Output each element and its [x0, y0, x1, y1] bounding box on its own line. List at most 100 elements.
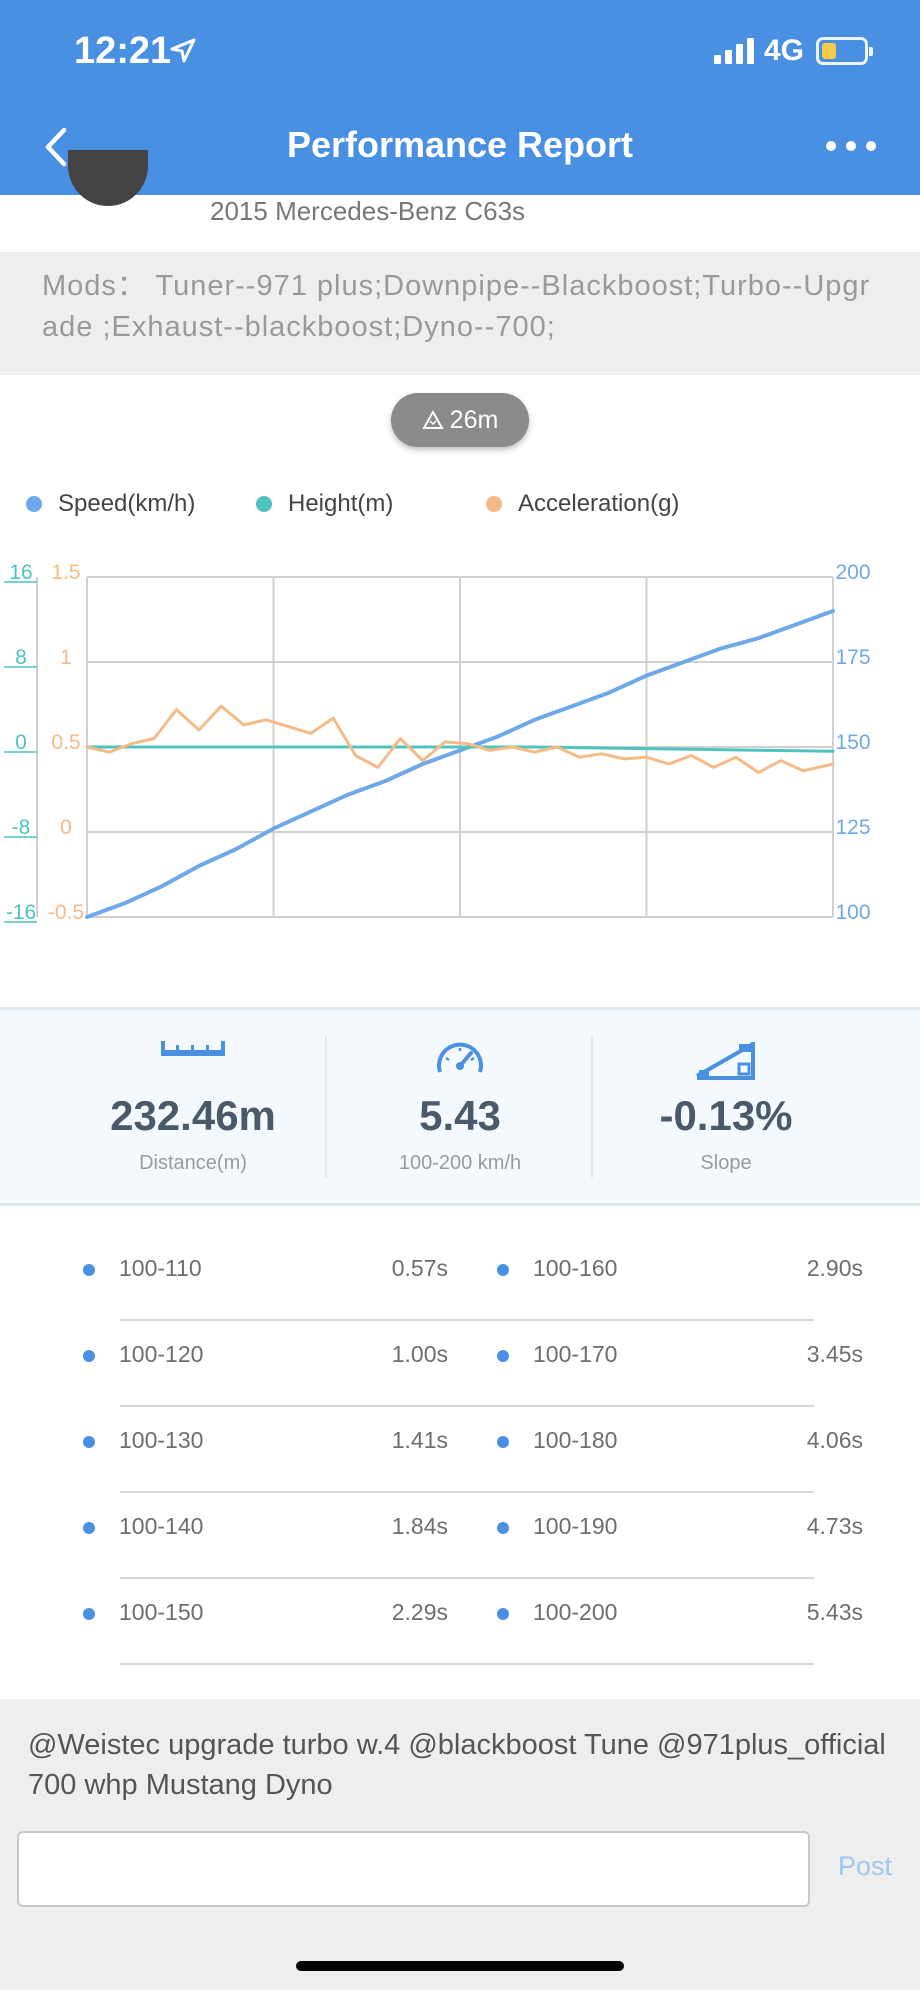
divider	[120, 1491, 814, 1493]
split-time: 1.00s	[391, 1341, 448, 1367]
back-icon[interactable]	[36, 122, 76, 172]
header: 12:21 4G Performance Report	[0, 0, 920, 195]
legend-height-dot	[256, 496, 272, 512]
more-options-icon[interactable]	[826, 141, 876, 151]
split-range: 100-140	[119, 1513, 204, 1539]
stat-slope-label: Slope	[700, 1152, 752, 1174]
split-time: 0.57s	[391, 1255, 448, 1281]
split-time: 4.73s	[806, 1513, 863, 1539]
speed-tick-label: 125	[835, 816, 870, 839]
split-time: 3.45s	[806, 1341, 863, 1367]
elevation-badge: 26m	[391, 393, 529, 447]
legend-height-label: Height(m)	[288, 490, 394, 517]
stat-distance-label: Distance(m)	[139, 1152, 247, 1174]
accel-tick-label: 1	[60, 646, 72, 669]
caption-text: @Weistec upgrade turbo w.4 @blackboost T…	[28, 1729, 886, 1801]
page-title: Performance Report	[286, 124, 634, 165]
split-range: 100-180	[533, 1427, 618, 1453]
acceleration-line	[85, 704, 835, 774]
mods-text: Mods： Tuner--971 plus;Downpipe--Blackboo…	[42, 270, 871, 343]
speed-tick-label: 100	[835, 901, 870, 924]
split-range: 100-190	[533, 1513, 618, 1539]
speedometer-icon	[437, 1042, 483, 1073]
status-right: 4G	[713, 34, 873, 68]
split-time: 1.41s	[391, 1427, 448, 1453]
accel-tick-label: 1.5	[51, 561, 80, 584]
stat-slope-value: -0.13%	[659, 1092, 793, 1139]
legend-acceleration-label: Acceleration(g)	[518, 490, 680, 517]
split-range: 100-160	[533, 1255, 618, 1281]
height-tick-label: 0	[15, 731, 27, 754]
ruler-icon	[161, 1041, 225, 1056]
bullet-icon	[83, 1350, 95, 1362]
stat-divider	[325, 1036, 327, 1178]
legend-acceleration[interactable]: Acceleration(g)	[486, 490, 679, 518]
stat-divider	[591, 1036, 593, 1178]
stat-distance: 232.46m Distance(m)	[59, 1010, 327, 1203]
height-tick-label: -8	[12, 816, 31, 839]
list-item: 100-180 4.06s	[497, 1397, 863, 1483]
list-item: 100-120 1.00s	[83, 1311, 448, 1397]
comment-area: @Weistec upgrade turbo w.4 @blackboost T…	[0, 1699, 920, 1990]
stat-acceleration-value: 5.43	[419, 1092, 501, 1139]
accel-tick-label: 0	[60, 816, 72, 839]
status-time: 12:21	[74, 30, 172, 72]
legend-acceleration-dot	[486, 496, 502, 512]
split-range: 100-130	[119, 1427, 204, 1453]
height-line	[85, 745, 835, 753]
elevation-label: 26m	[449, 405, 499, 434]
legend-speed-dot	[26, 496, 42, 512]
location-arrow-icon	[170, 38, 196, 63]
speed-line	[85, 609, 835, 919]
comment-input[interactable]	[17, 1831, 810, 1907]
bullet-icon	[497, 1264, 509, 1276]
height-tick-label: 16	[9, 561, 32, 584]
height-tick-label: 8	[15, 646, 27, 669]
list-item: 100-130 1.41s	[83, 1397, 448, 1483]
bullet-icon	[83, 1608, 95, 1620]
legend-speed-label: Speed(km/h)	[58, 490, 196, 517]
stats-panel: 232.46m Distance(m) 5.43 100-200 km/h -0…	[0, 1007, 920, 1206]
legend-height[interactable]: Height(m)	[256, 490, 393, 518]
split-range: 100-200	[533, 1599, 618, 1625]
list-item: 100-150 2.29s	[83, 1569, 448, 1655]
chart-legend: Speed(km/h) Height(m) Acceleration(g)	[0, 490, 920, 530]
list-item: 100-140 1.84s	[83, 1483, 448, 1569]
divider	[120, 1405, 814, 1407]
mountain-icon	[421, 410, 444, 429]
bullet-icon	[83, 1264, 95, 1276]
bullet-icon	[497, 1522, 509, 1534]
bullet-icon	[497, 1608, 509, 1620]
divider	[120, 1577, 814, 1579]
split-range: 100-170	[533, 1341, 618, 1367]
avatar[interactable]	[68, 150, 148, 206]
stat-distance-value: 232.46m	[110, 1092, 276, 1139]
speed-tick-label: 150	[835, 731, 870, 754]
accel-tick-label: 0.5	[51, 731, 80, 754]
signal-icon	[713, 38, 754, 64]
list-item: 100-200 5.43s	[497, 1569, 863, 1655]
legend-speed[interactable]: Speed(km/h)	[26, 490, 195, 518]
mods-panel: Mods： Tuner--971 plus;Downpipe--Blackboo…	[0, 252, 920, 375]
list-item: 100-110 0.57s	[83, 1225, 448, 1311]
split-time: 2.90s	[806, 1255, 863, 1281]
car-name: 2015 Mercedes-Benz C63s	[210, 196, 526, 226]
stat-acceleration-label: 100-200 km/h	[398, 1152, 522, 1174]
accel-tick-label: -0.5	[48, 901, 84, 924]
split-time: 4.06s	[806, 1427, 863, 1453]
bullet-icon	[83, 1436, 95, 1448]
bullet-icon	[83, 1522, 95, 1534]
split-time: 1.84s	[391, 1513, 448, 1539]
divider	[120, 1319, 814, 1321]
home-indicator	[296, 1961, 624, 1971]
performance-chart: 16 1.5 200 8 1 175 0 0.5 150 -8 0 125 -16 -0.5 100	[4, 561, 871, 924]
list-item: 100-170 3.45s	[497, 1311, 863, 1397]
slope-icon	[696, 1042, 755, 1080]
list-item: 100-190 4.73s	[497, 1483, 863, 1569]
split-time: 2.29s	[391, 1599, 448, 1625]
bullet-icon	[497, 1350, 509, 1362]
stat-slope: -0.13% Slope	[592, 1010, 860, 1203]
post-button[interactable]: Post	[838, 1851, 893, 1881]
split-range: 100-150	[119, 1599, 204, 1625]
height-tick-label: -16	[6, 901, 36, 924]
